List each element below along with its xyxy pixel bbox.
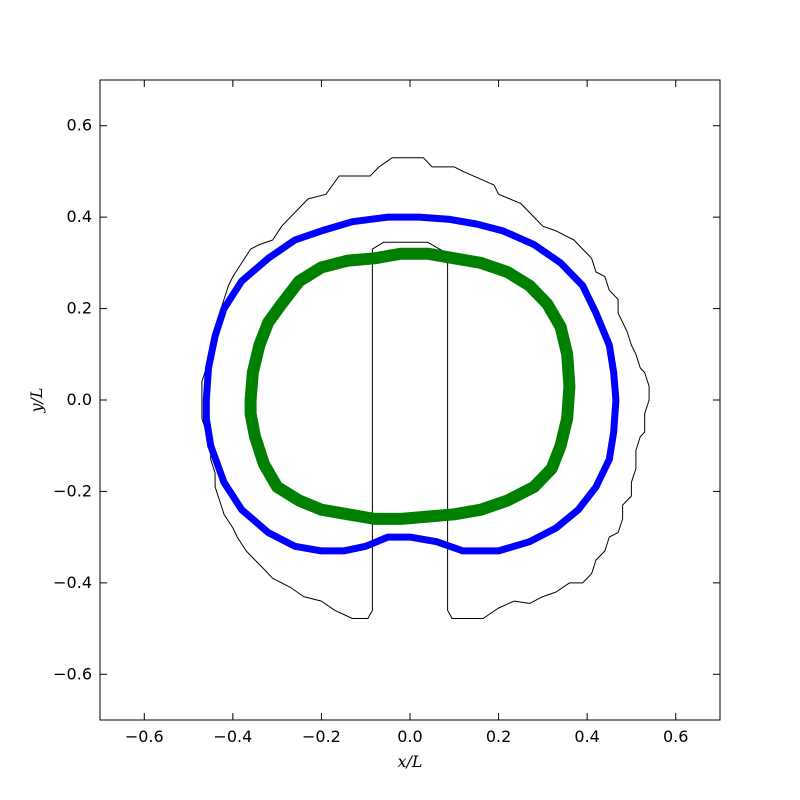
y-tick-label: −0.4 [53, 573, 92, 592]
x-tick-label: −0.6 [125, 727, 164, 746]
series-line-3 [244, 247, 576, 525]
x-tick-label: 0.0 [397, 727, 422, 746]
y-tick-label: 0.6 [67, 116, 92, 135]
y-tick-label: 0.0 [67, 390, 92, 409]
series-layer [201, 157, 650, 619]
y-tick-label: −0.2 [53, 481, 92, 500]
x-tick-label: −0.2 [302, 727, 341, 746]
ticks-layer: −0.6 −0.4 −0.2 0.0 0.2 0.4 0.6 −0.6 −0.4 −0.2 0.0 0… [53, 80, 720, 746]
x-tick-label: 0.4 [574, 727, 599, 746]
series-line-2 [202, 213, 620, 555]
x-tick-label: −0.4 [213, 727, 252, 746]
y-tick-label: 0.2 [67, 299, 92, 318]
y-tick-label: 0.4 [67, 207, 92, 226]
y-tick-label: −0.6 [53, 664, 92, 683]
y-axis-label: y/L [27, 387, 46, 413]
series-line-1 [201, 157, 650, 619]
x-axis-label: x/L [397, 752, 422, 771]
x-tick-label: 0.2 [486, 727, 511, 746]
x-tick-label: 0.6 [663, 727, 688, 746]
